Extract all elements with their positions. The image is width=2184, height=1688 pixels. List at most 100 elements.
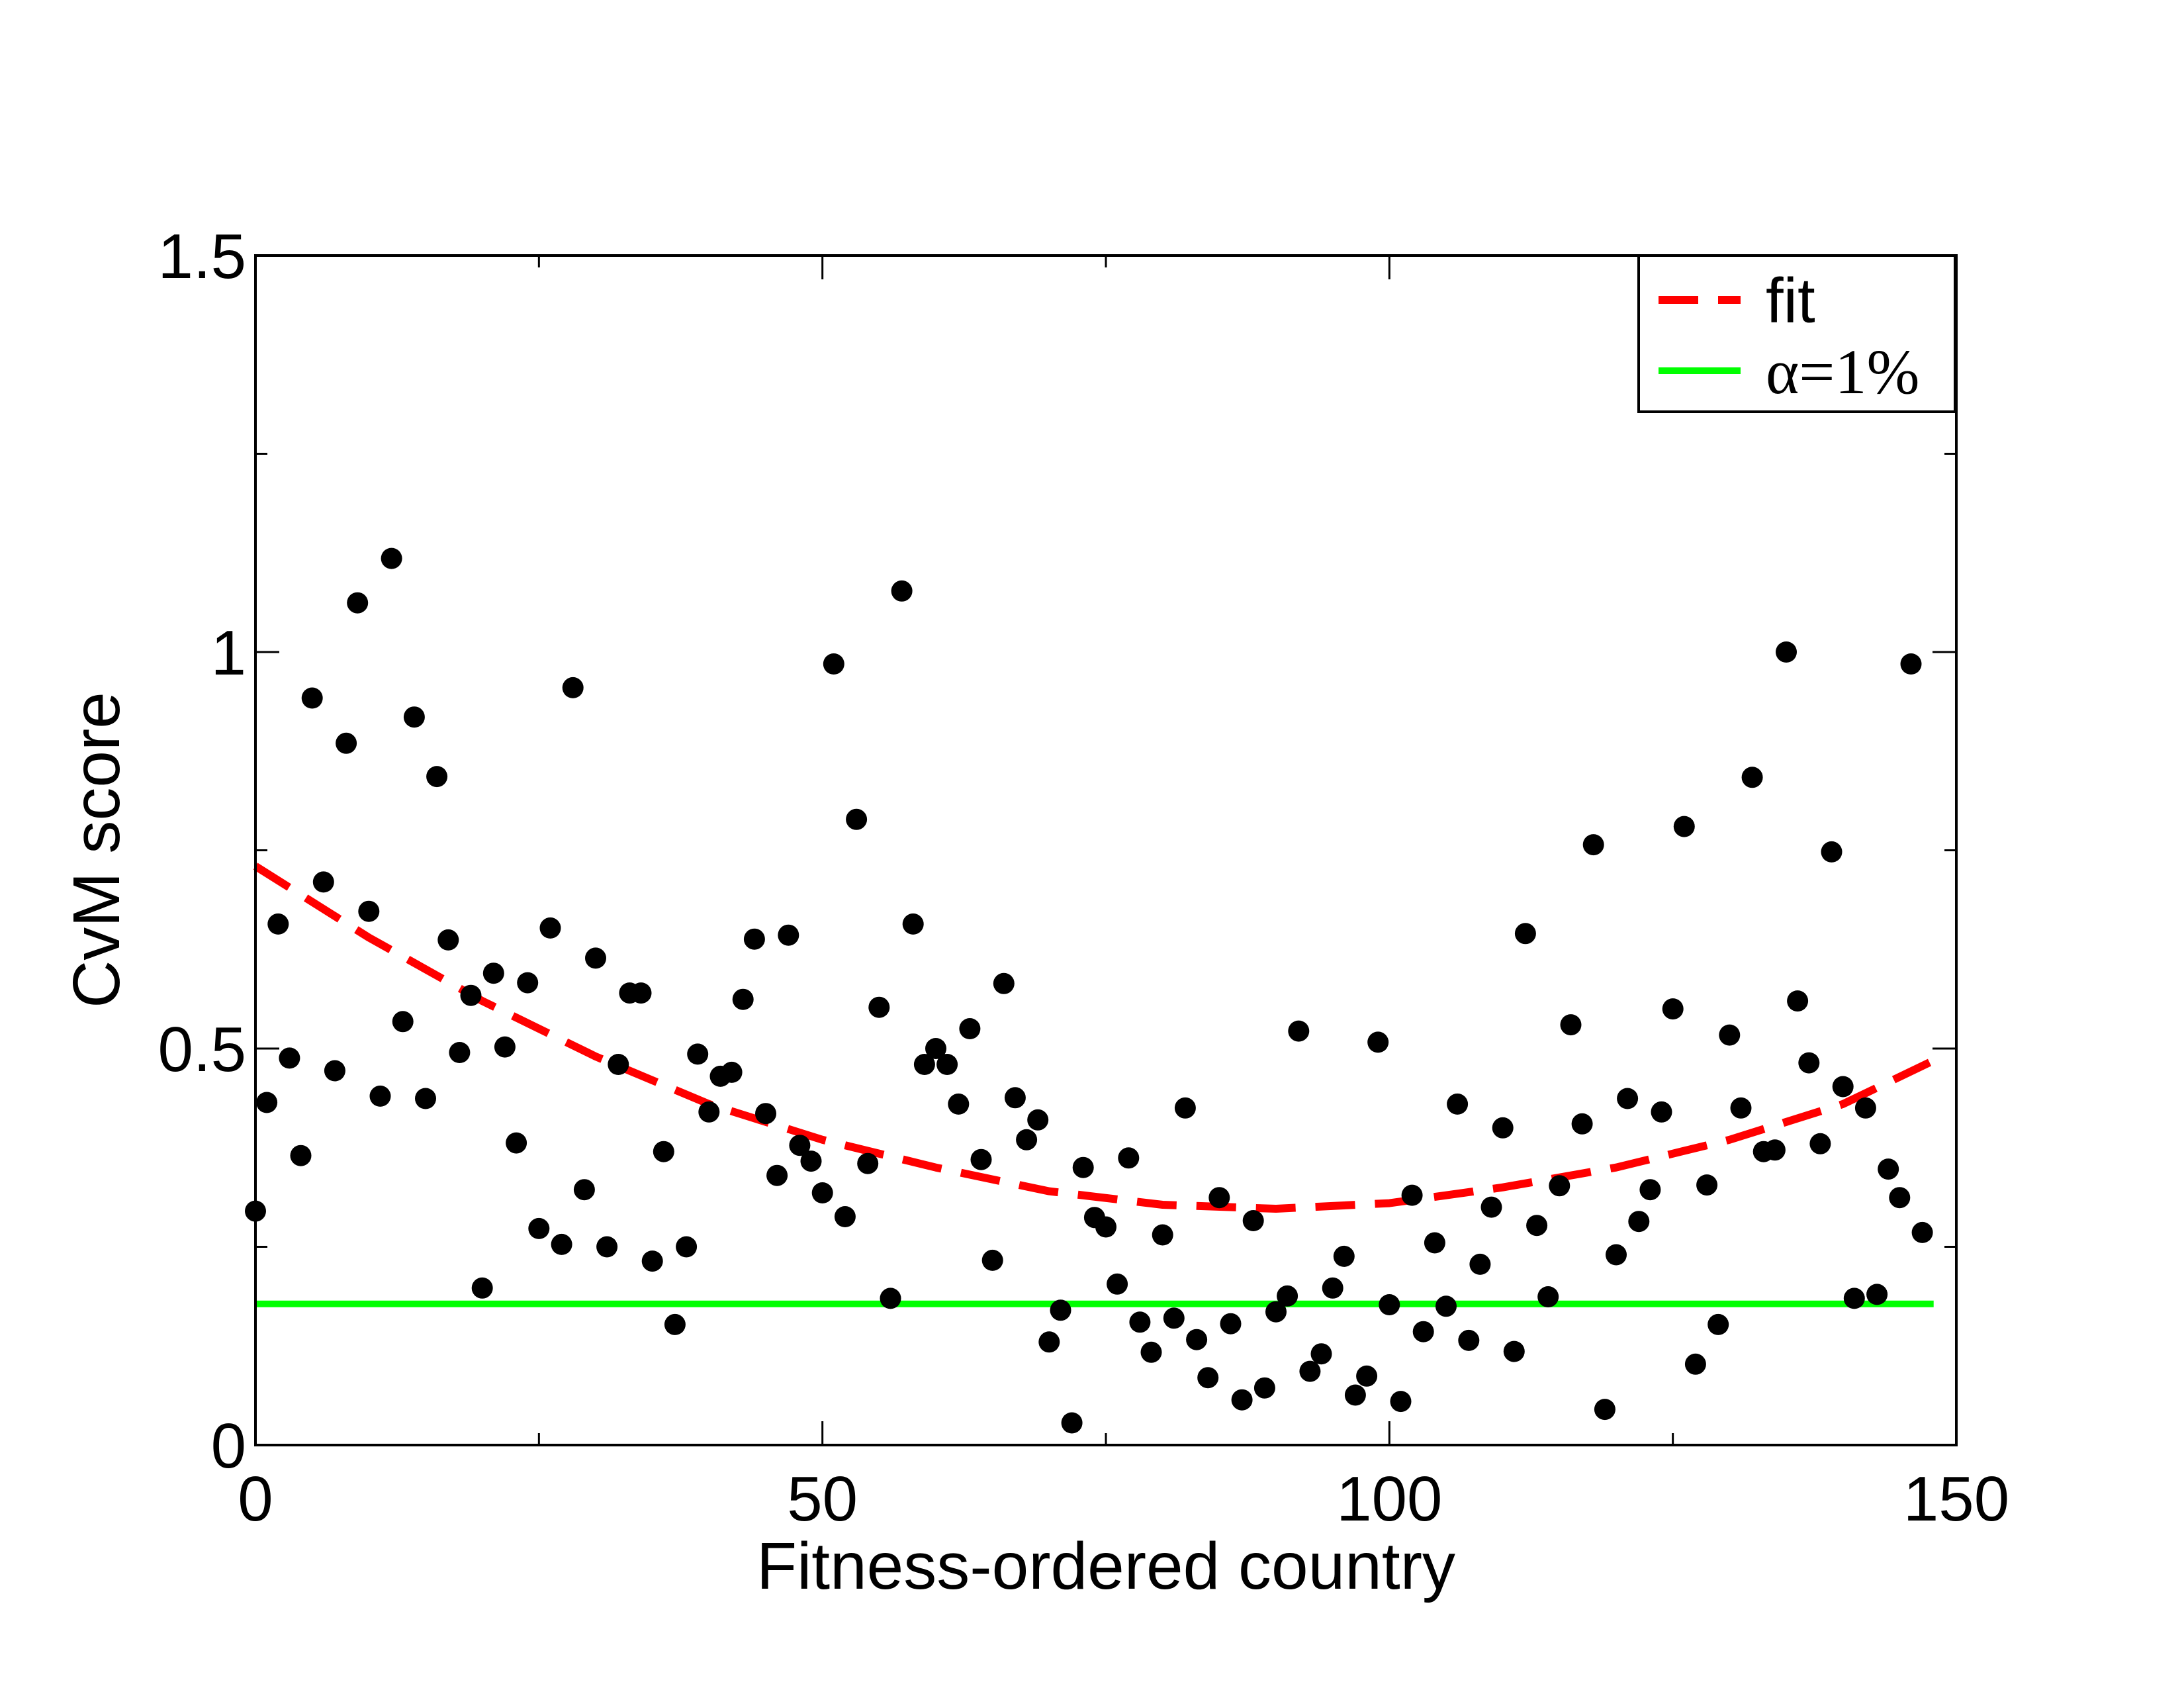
legend-fit-label: fit — [1766, 265, 1815, 336]
y-tick-label: 0 — [211, 1411, 246, 1481]
data-point — [743, 928, 765, 950]
data-point — [1878, 1158, 1899, 1180]
data-point — [1265, 1301, 1287, 1323]
data-point — [755, 1103, 776, 1125]
data-point — [823, 653, 844, 675]
data-point — [1174, 1097, 1196, 1119]
data-point — [1866, 1284, 1888, 1305]
data-point — [789, 1135, 811, 1156]
data-point — [1016, 1129, 1038, 1150]
data-point — [1514, 923, 1536, 945]
data-point — [1832, 1076, 1854, 1098]
data-point — [1537, 1286, 1559, 1307]
data-point — [1606, 1244, 1627, 1266]
data-point — [1118, 1147, 1140, 1169]
data-point — [573, 1179, 595, 1201]
data-point — [1072, 1156, 1094, 1178]
data-point — [482, 962, 504, 984]
x-tick-label: 150 — [1903, 1464, 2009, 1534]
data-point — [1288, 1020, 1310, 1042]
data-point — [959, 1018, 981, 1039]
data-point — [1435, 1295, 1457, 1317]
data-point — [1401, 1184, 1423, 1206]
data-point — [925, 1038, 946, 1059]
data-point — [1004, 1087, 1026, 1109]
data-point — [1163, 1307, 1185, 1329]
data-point — [834, 1206, 856, 1227]
data-point — [732, 988, 754, 1010]
data-point — [1038, 1331, 1060, 1353]
data-point — [1186, 1329, 1208, 1350]
legend: fit α=1% — [1637, 254, 1956, 413]
data-point — [1673, 816, 1695, 837]
data-point — [1707, 1313, 1729, 1335]
x-axis-label: Fitness-ordered country — [756, 1529, 1455, 1603]
data-point — [1379, 1294, 1400, 1315]
data-point — [1741, 767, 1763, 788]
data-point — [1299, 1360, 1321, 1382]
data-point — [1582, 834, 1604, 856]
x-tick-label: 100 — [1336, 1464, 1442, 1534]
data-point — [471, 1277, 493, 1299]
x-tick-label: 0 — [238, 1464, 273, 1534]
data-point — [437, 929, 459, 951]
data-point — [256, 1092, 278, 1113]
data-point — [596, 1236, 618, 1258]
data-point — [1900, 653, 1922, 675]
data-point — [1889, 1187, 1911, 1209]
data-point — [800, 1150, 822, 1172]
data-point — [494, 1036, 516, 1058]
data-point — [1220, 1313, 1242, 1335]
data-point — [936, 1054, 958, 1075]
data-point — [1197, 1367, 1219, 1389]
data-point — [1480, 1196, 1502, 1218]
data-point — [1571, 1113, 1593, 1135]
data-point — [1798, 1052, 1820, 1074]
data-point — [1662, 998, 1684, 1020]
data-point — [1821, 841, 1843, 863]
data-point — [1333, 1245, 1355, 1267]
data-point — [1503, 1340, 1525, 1362]
data-point — [1390, 1391, 1412, 1413]
data-point — [381, 547, 402, 569]
data-point — [267, 913, 289, 935]
data-point — [1764, 1139, 1786, 1161]
data-point — [426, 766, 448, 788]
data-point — [1447, 1093, 1469, 1115]
data-point — [358, 900, 380, 922]
data-point — [517, 972, 539, 994]
data-point — [347, 592, 369, 614]
y-tick-label: 0.5 — [158, 1014, 246, 1085]
data-point — [392, 1011, 414, 1033]
data-point — [1129, 1311, 1151, 1333]
data-point — [1242, 1210, 1264, 1231]
data-point — [1651, 1101, 1672, 1123]
y-tick-label: 1 — [211, 618, 246, 688]
legend-box — [1637, 254, 1956, 413]
data-point — [1231, 1389, 1253, 1411]
data-point — [641, 1250, 663, 1272]
data-point — [528, 1217, 550, 1239]
data-point — [902, 913, 924, 935]
data-point — [1152, 1224, 1173, 1246]
data-point — [1208, 1187, 1230, 1209]
data-point — [913, 1054, 935, 1075]
series-lines — [253, 863, 1936, 1307]
data-point — [449, 1042, 471, 1063]
data-point — [301, 687, 323, 709]
data-point — [1911, 1221, 1933, 1243]
data-point — [1061, 1412, 1083, 1434]
x-tick-label: 50 — [787, 1464, 858, 1534]
data-point — [460, 984, 482, 1006]
data-point — [608, 1054, 629, 1075]
data-point — [1843, 1288, 1865, 1309]
data-point — [369, 1085, 391, 1107]
data-point — [811, 1182, 833, 1203]
data-point — [506, 1132, 527, 1154]
data-point — [687, 1043, 709, 1065]
data-point — [1719, 1024, 1741, 1046]
data-point — [1277, 1285, 1298, 1307]
data-point — [1412, 1321, 1434, 1342]
data-point — [1027, 1109, 1049, 1131]
